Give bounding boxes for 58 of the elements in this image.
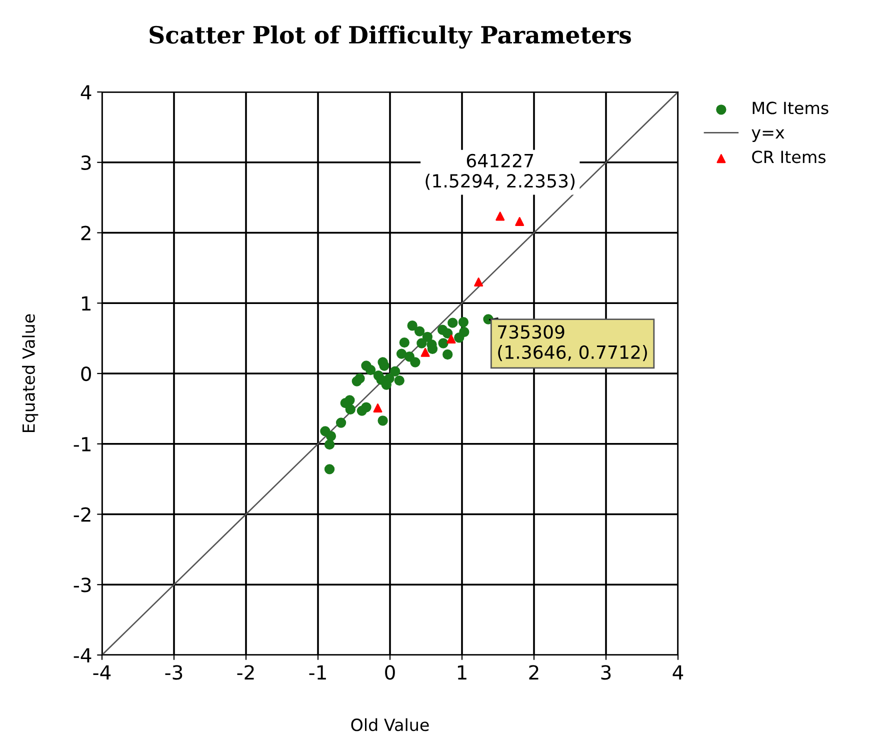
legend-label: y=x — [752, 129, 784, 142]
x-tick-label: 0 — [385, 665, 395, 680]
point — [448, 318, 458, 328]
point — [442, 349, 453, 360]
y-tick-label: 1 — [82, 296, 90, 311]
point — [384, 373, 394, 384]
point — [474, 278, 484, 287]
point — [407, 320, 418, 331]
x-tick-label: 2 — [529, 665, 538, 680]
point — [324, 439, 335, 450]
point — [496, 212, 505, 221]
point — [390, 366, 400, 376]
point — [399, 337, 410, 348]
x-tick-label: 3 — [601, 665, 611, 680]
point — [396, 348, 407, 359]
point — [326, 431, 336, 442]
point — [420, 348, 430, 357]
x-tick-label: -3 — [165, 665, 182, 680]
x-tick-label: 4 — [672, 665, 684, 680]
y-tick-label: 4 — [80, 85, 92, 100]
point — [454, 332, 464, 343]
point — [379, 360, 390, 371]
point — [416, 338, 427, 348]
y-tick-label: -2 — [74, 507, 90, 522]
point — [345, 404, 356, 414]
x-tick-label: -1 — [309, 665, 326, 680]
y-tick-label: -1 — [74, 437, 90, 452]
point — [438, 338, 448, 348]
point — [414, 326, 425, 336]
point — [336, 418, 346, 428]
legend-label: MC Items — [752, 102, 828, 114]
x-tick-label: -4 — [93, 665, 111, 680]
point — [378, 416, 388, 426]
x-tick-label: 1 — [458, 665, 466, 680]
point — [361, 402, 372, 412]
point — [394, 375, 404, 386]
point — [515, 216, 524, 226]
point — [458, 317, 469, 328]
y-tick-label: -4 — [74, 648, 92, 662]
legend-label: CR Items — [752, 150, 826, 164]
point — [324, 464, 335, 474]
y-tick-label: 3 — [81, 155, 91, 170]
point — [442, 328, 453, 338]
annotation: 735309 (1.3646, 0.7712) — [498, 325, 647, 362]
x-axis-title: Old Value — [351, 718, 429, 732]
y-tick-label: -3 — [74, 578, 91, 592]
point — [404, 352, 415, 362]
point — [352, 376, 362, 386]
y-tick-label: 2 — [81, 226, 90, 240]
x-tick-label: -2 — [237, 665, 254, 680]
point — [410, 357, 420, 368]
chart-title: Scatter Plot of Difficulty Parameters — [150, 25, 631, 49]
y-tick-label: 0 — [81, 366, 91, 382]
point — [373, 403, 382, 412]
annotation: 641227 (1.5294, 2.2353) — [426, 154, 575, 190]
point — [446, 334, 456, 344]
y-axis-title: Equated Value — [22, 314, 38, 432]
point — [365, 364, 376, 376]
